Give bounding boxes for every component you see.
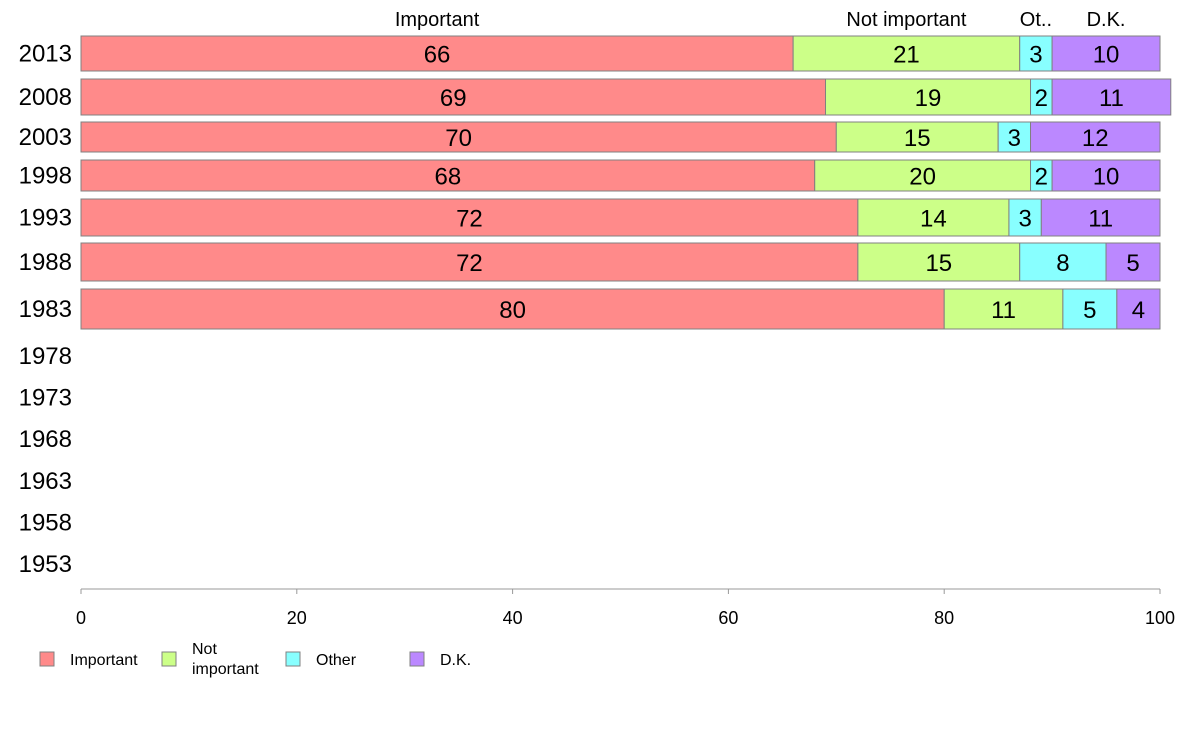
- bar-1988-other: [1019, 242, 1107, 282]
- year-label-1993: 1993: [19, 205, 72, 232]
- bar-1993-other: [1008, 198, 1042, 237]
- value-label-2013-not-important: 21: [893, 42, 920, 69]
- value-label-2008-not-important: 19: [915, 85, 942, 112]
- value-label-2003-important: 70: [445, 125, 472, 152]
- legend-swatch-other: [285, 651, 301, 667]
- column-header-d-k: D.K.: [1087, 9, 1126, 31]
- value-label-2003-d-k: 12: [1082, 125, 1109, 152]
- bar-2008-not-important: [825, 78, 1032, 116]
- value-label-2013-d-k: 10: [1093, 42, 1120, 69]
- x-tick-label-20: 20: [287, 608, 307, 628]
- bar-2003-not-important: [835, 121, 999, 153]
- column-header-important: Important: [395, 9, 480, 31]
- x-tick-label-80: 80: [934, 608, 954, 628]
- value-label-1993-important: 72: [456, 206, 483, 233]
- legend-label-not-important-line-1: Not: [192, 641, 217, 658]
- year-label-1998: 1998: [19, 163, 72, 190]
- bar-2003-other: [997, 121, 1032, 153]
- value-label-2013-other: 3: [1029, 42, 1042, 69]
- legend-label-important: Important: [70, 652, 138, 669]
- bar-1993-d-k: [1040, 198, 1161, 237]
- legend-swatch-not-important: [161, 651, 177, 667]
- year-label-2003: 2003: [19, 124, 72, 151]
- value-label-2013-important: 66: [424, 42, 451, 69]
- value-label-1983-other: 5: [1083, 297, 1096, 324]
- legend-label-not-important-line-2: important: [192, 661, 259, 678]
- value-label-1988-not-important: 15: [925, 250, 952, 277]
- bar-1983-not-important: [943, 288, 1064, 330]
- bar-1988-d-k: [1105, 242, 1161, 282]
- value-label-1983-important: 80: [499, 297, 526, 324]
- bar-2013-d-k: [1051, 35, 1161, 72]
- bar-2008-important: [80, 78, 827, 116]
- bar-1983-d-k: [1116, 288, 1161, 330]
- bar-1998-not-important: [814, 159, 1032, 192]
- x-tick-label-100: 100: [1145, 608, 1175, 628]
- bar-1998-important: [80, 159, 816, 192]
- legend-label-d-k: D.K.: [440, 652, 471, 669]
- bar-1983-important: [80, 288, 945, 330]
- bar-2013-important: [80, 35, 794, 72]
- bar-2008-d-k: [1051, 78, 1172, 116]
- column-header-other: Ot..: [1020, 9, 1052, 31]
- value-label-1998-important: 68: [435, 164, 462, 191]
- x-tick-label-40: 40: [503, 608, 523, 628]
- x-axis: 0 20 40 60 80 100: [76, 588, 1175, 628]
- value-label-1998-not-important: 20: [909, 164, 936, 191]
- value-label-1988-other: 8: [1056, 250, 1069, 277]
- value-label-2008-important: 69: [440, 85, 467, 112]
- year-label-1988: 1988: [19, 249, 72, 276]
- value-label-1993-other: 3: [1018, 206, 1031, 233]
- x-tick-label-60: 60: [718, 608, 738, 628]
- value-label-2003-other: 3: [1008, 125, 1021, 152]
- year-label-1973: 1973: [19, 385, 72, 412]
- x-tick-label-0: 0: [76, 608, 86, 628]
- bar-2013-not-important: [792, 35, 1021, 72]
- column-headers: Important Not important Ot.. D.K.: [395, 9, 1126, 31]
- value-label-1998-other: 2: [1035, 164, 1048, 191]
- value-label-1993-d-k: 11: [1088, 206, 1113, 233]
- year-label-1983: 1983: [19, 296, 72, 323]
- value-label-2008-d-k: 11: [1099, 85, 1124, 112]
- bar-2003-d-k: [1030, 121, 1161, 153]
- value-label-1983-d-k: 4: [1132, 297, 1145, 324]
- year-label-1978: 1978: [19, 343, 72, 370]
- year-label-2013: 2013: [19, 41, 72, 68]
- value-label-2003-not-important: 15: [904, 125, 931, 152]
- value-label-2008-other: 2: [1035, 85, 1048, 112]
- year-label-1968: 1968: [19, 426, 72, 453]
- legend-swatch-important: [39, 651, 55, 667]
- year-label-1963: 1963: [19, 468, 72, 495]
- bar-1998-d-k: [1051, 159, 1161, 192]
- year-label-1953: 1953: [19, 551, 72, 578]
- value-label-1993-not-important: 14: [920, 206, 947, 233]
- year-labels: 2013 2008 2003 1998 1993 1988 1983 1978 1973 1968…: [19, 41, 72, 579]
- year-label-1958: 1958: [19, 509, 72, 536]
- bars: 66 21 3 10 69 19 2 11 70 15 3 12 68 20 2 10 72 14 3 11 72 15 8…: [80, 35, 1172, 330]
- column-header-not-important: Not important: [846, 9, 966, 31]
- value-label-1988-important: 72: [456, 250, 483, 277]
- year-label-2008: 2008: [19, 84, 72, 111]
- value-label-1998-d-k: 10: [1093, 164, 1120, 191]
- value-label-1983-not-important: 11: [991, 297, 1016, 324]
- value-label-1988-d-k: 5: [1126, 250, 1139, 277]
- legend-label-other: Other: [316, 652, 357, 669]
- bar-2003-important: [80, 121, 837, 153]
- legend-swatch-d-k: [409, 651, 425, 667]
- legend: Important Not important Other D.K.: [39, 641, 471, 678]
- bar-2013-other: [1019, 35, 1053, 72]
